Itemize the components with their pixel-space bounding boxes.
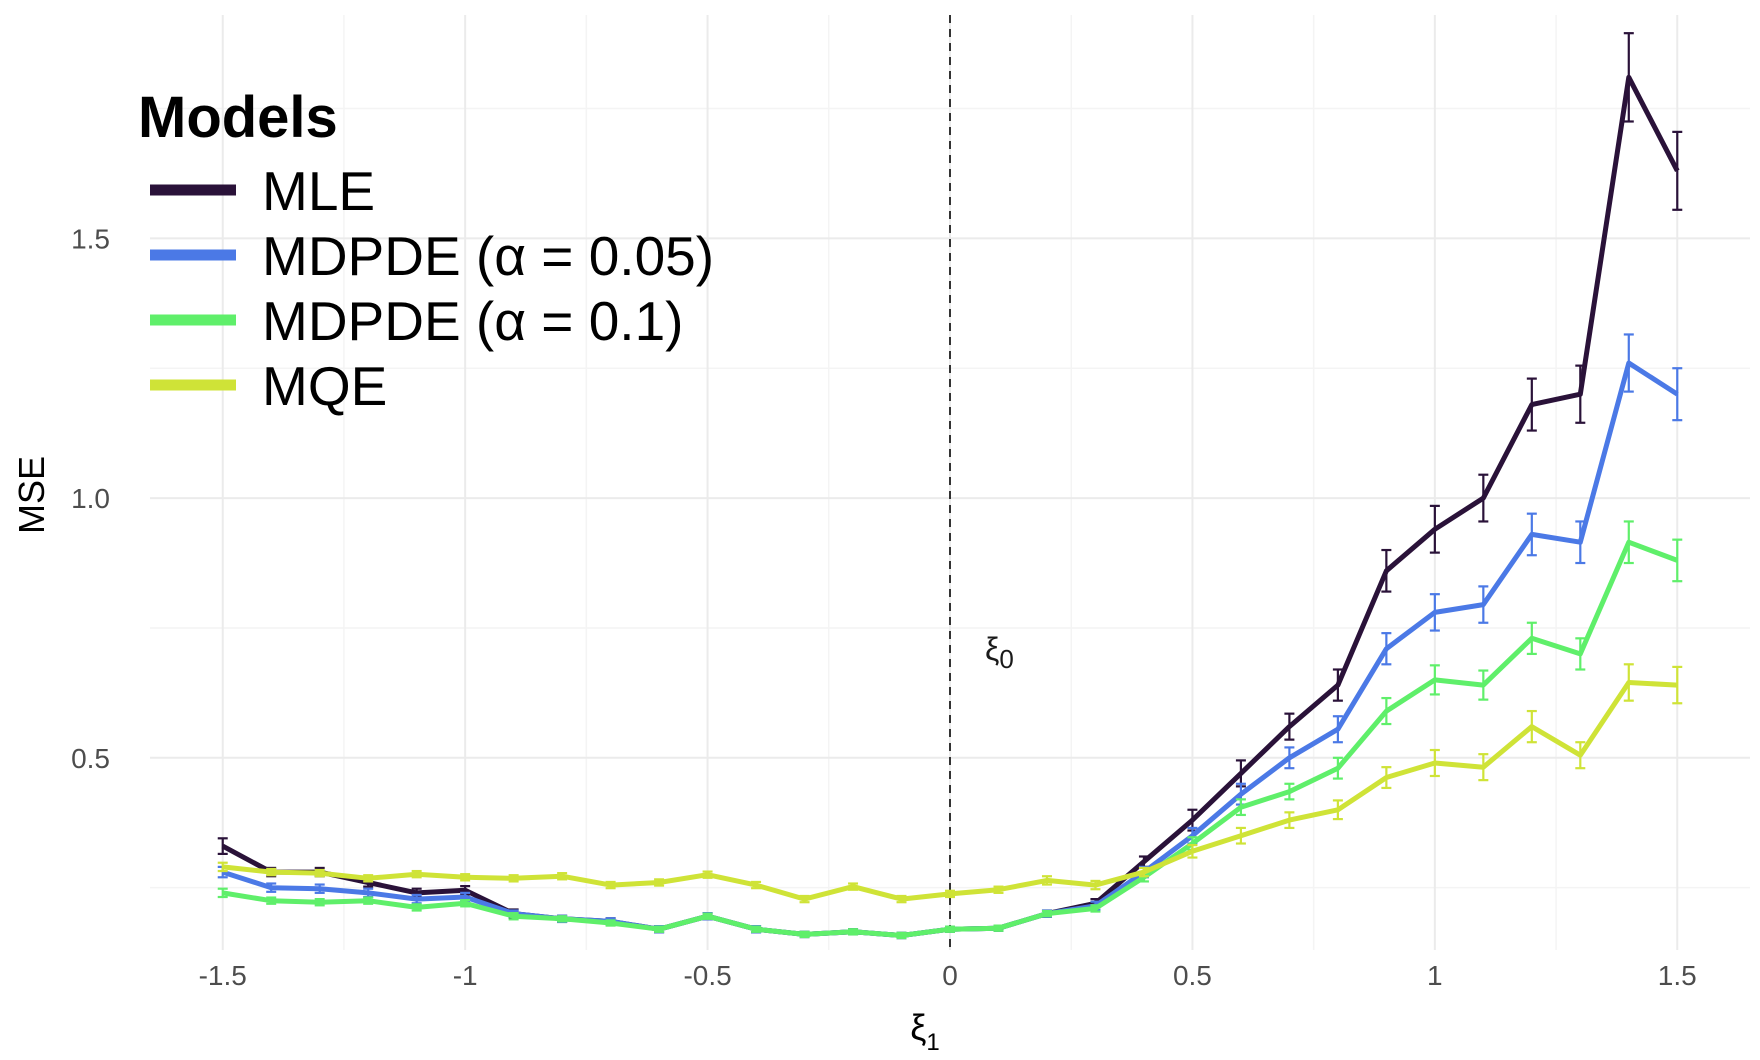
legend-label: MLE xyxy=(262,160,375,222)
legend-label: MDPDE (α = 0.1) xyxy=(262,290,683,352)
y-tick-labels: 0.5 1.0 1.5 xyxy=(71,223,110,773)
x-tick-label: -0.5 xyxy=(683,960,731,991)
legend-item: MDPDE (α = 0.1) xyxy=(150,290,683,352)
series-line xyxy=(222,539,1679,938)
legend-title: Models xyxy=(138,85,338,150)
legend-label: MQE xyxy=(262,355,387,417)
y-tick-label: 1.0 xyxy=(71,483,110,514)
legend-item: MLE xyxy=(150,160,375,222)
y-tick-label: 0.5 xyxy=(71,743,110,774)
series-lines xyxy=(217,32,1683,940)
legend-item: MDPDE (α = 0.05) xyxy=(150,225,714,287)
x-tick-labels: -1.5 -1 -0.5 0 0.5 1 1.5 xyxy=(199,960,1697,991)
x-tick-label: -1 xyxy=(453,960,478,991)
series-line xyxy=(222,680,1678,902)
vline-label: ξ0 xyxy=(985,631,1014,674)
x-tick-label: 1 xyxy=(1427,960,1443,991)
series-3 xyxy=(217,663,1683,904)
legend-item: MQE xyxy=(150,355,387,417)
error-bar xyxy=(1672,130,1683,211)
x-axis-title: ξ1 xyxy=(910,1007,939,1056)
y-axis-title: MSE xyxy=(11,456,52,534)
x-tick-label: -1.5 xyxy=(199,960,247,991)
y-tick-label: 1.5 xyxy=(71,223,110,254)
legend-label: MDPDE (α = 0.05) xyxy=(262,225,714,287)
series-2 xyxy=(217,520,1683,940)
x-tick-label: 0 xyxy=(942,960,958,991)
x-tick-label: 0.5 xyxy=(1173,960,1212,991)
x-tick-label: 1.5 xyxy=(1658,960,1697,991)
reference-vline: ξ0 xyxy=(949,15,1014,950)
